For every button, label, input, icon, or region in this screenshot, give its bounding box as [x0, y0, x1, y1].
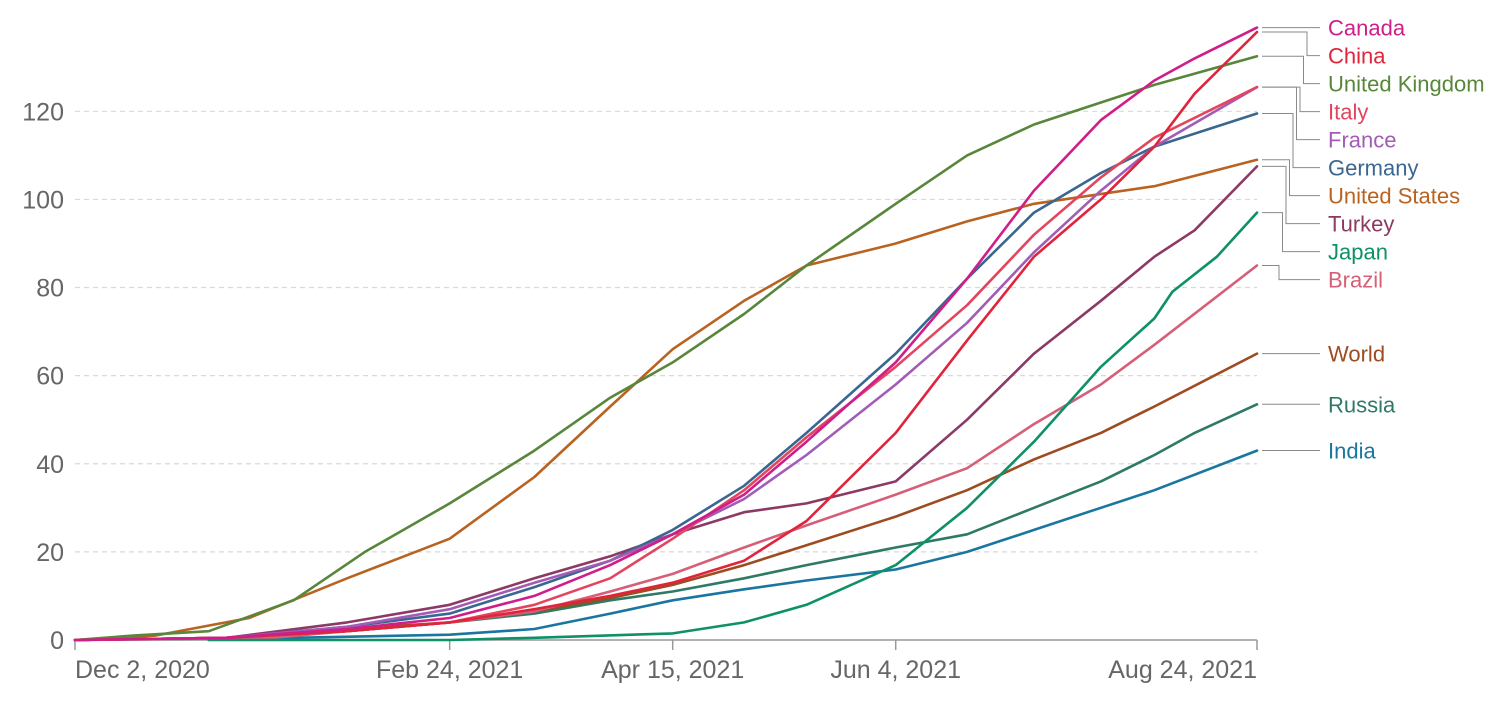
series-line-india	[207, 449, 1259, 641]
gridlines	[75, 110, 1257, 553]
label-connector	[1262, 165, 1320, 225]
y-tick-label: 60	[36, 363, 64, 391]
label-connector	[1262, 86, 1320, 141]
series-label: Turkey	[1328, 212, 1394, 237]
x-tick-label: Feb 24, 2021	[376, 656, 523, 684]
label-connector	[1262, 55, 1320, 85]
y-tick-label: 100	[22, 186, 64, 214]
series-label: World	[1328, 342, 1385, 367]
label-connector	[1262, 86, 1320, 113]
label-connector	[1262, 265, 1320, 281]
y-tick-label: 0	[50, 627, 64, 655]
series-line-united-kingdom	[73, 54, 1259, 642]
series-label: Brazil	[1328, 268, 1383, 293]
series-line-japan	[207, 211, 1259, 642]
series-line-turkey	[73, 165, 1259, 642]
legend-labels: Canada China United Kingdom Italy France Germ…	[1262, 16, 1485, 464]
y-tick-label: 80	[36, 275, 64, 303]
series-line-china	[73, 30, 1259, 642]
x-tick-label: Apr 15, 2021	[601, 656, 744, 684]
x-tick-label: Jun 4, 2021	[830, 656, 961, 684]
series-label: Russia	[1328, 392, 1396, 417]
series-line-germany	[73, 112, 1259, 642]
label-connector	[1262, 113, 1320, 169]
series-lines	[73, 26, 1259, 642]
label-connector	[1262, 31, 1320, 57]
series-label: Japan	[1328, 240, 1388, 265]
x-tick-label: Dec 2, 2020	[75, 656, 210, 684]
x-tick-label: Aug 24, 2021	[1108, 656, 1257, 684]
y-tick-label: 40	[36, 451, 64, 479]
series-line-canada	[73, 26, 1259, 642]
x-axis: Dec 2, 2020 Feb 24, 2021 Apr 15, 2021 Jun 4…	[74, 639, 1258, 684]
series-label: France	[1328, 128, 1396, 153]
label-connector	[1262, 212, 1320, 253]
series-label: Italy	[1328, 100, 1368, 125]
y-axis: 0 20 40 60 80 100 120	[22, 98, 64, 655]
series-label: United States	[1328, 184, 1460, 209]
series-label: China	[1328, 44, 1386, 69]
series-label: United Kingdom	[1328, 72, 1485, 97]
series-line-united-states	[73, 158, 1259, 642]
series-label: India	[1328, 439, 1376, 464]
series-line-france	[73, 85, 1259, 642]
series-label: Canada	[1328, 16, 1406, 41]
series-line-world	[73, 352, 1259, 642]
series-line-italy	[73, 85, 1259, 642]
y-tick-label: 20	[36, 539, 64, 567]
y-tick-label: 120	[22, 98, 64, 126]
series-line-russia	[73, 403, 1259, 642]
label-connector	[1262, 159, 1320, 197]
series-label: Germany	[1328, 156, 1418, 181]
